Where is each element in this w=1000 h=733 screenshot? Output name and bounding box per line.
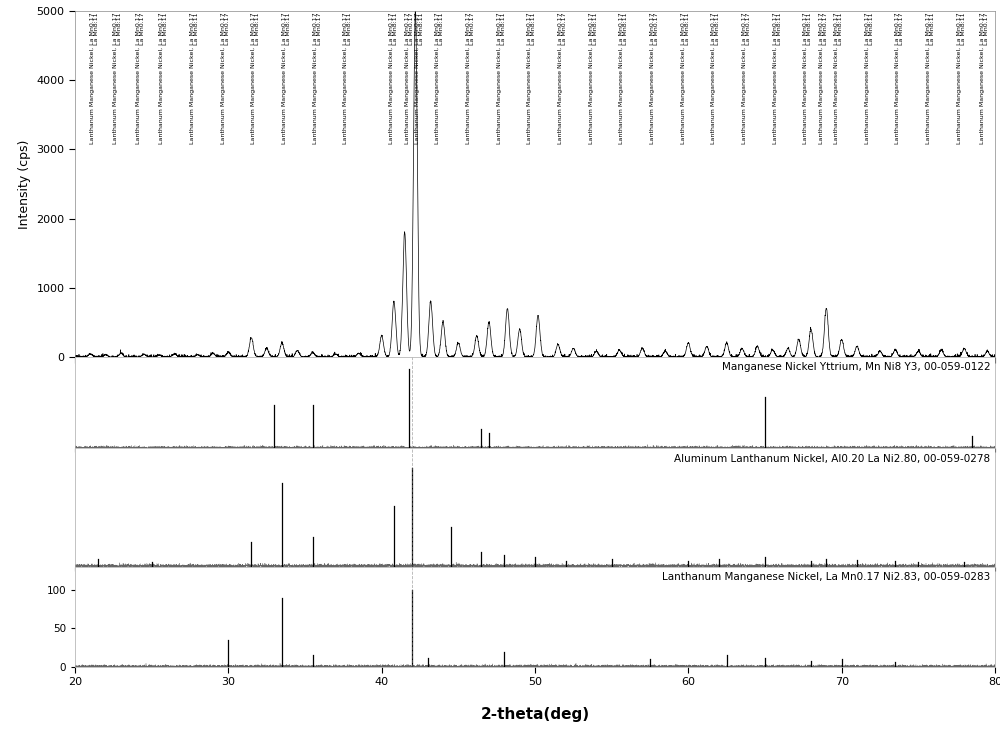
Text: La Mn8:11: La Mn8:11 — [930, 12, 935, 45]
Text: Lanthanum Manganese Nickel, La Mn0.17: Lanthanum Manganese Nickel, La Mn0.17 — [773, 12, 778, 144]
Text: Lanthanum Manganese Nickel, La Mn0.17: Lanthanum Manganese Nickel, La Mn0.17 — [435, 12, 440, 144]
Text: La Mn8:11: La Mn8:11 — [419, 12, 424, 45]
Text: La Mn8:11: La Mn8:11 — [777, 12, 782, 45]
Text: Lanthanum Manganese Nickel, La Mn0.17: Lanthanum Manganese Nickel, La Mn0.17 — [497, 12, 502, 144]
Text: Lanthanum Manganese Nickel, La Mn0.17: Lanthanum Manganese Nickel, La Mn0.17 — [405, 12, 410, 144]
Text: La Mn0.17: La Mn0.17 — [140, 12, 145, 45]
Text: Lanthanum Manganese Nickel, La Mn0.17: Lanthanum Manganese Nickel, La Mn0.17 — [527, 12, 532, 144]
Text: Lanthanum Manganese Nickel, La Mn0.17: Lanthanum Manganese Nickel, La Mn0.17 — [159, 12, 164, 144]
Text: La Mn8:11: La Mn8:11 — [94, 12, 99, 45]
Text: Lanthanum Manganese Nickel, La Mn0.17: Lanthanum Manganese Nickel, La Mn0.17 — [819, 12, 824, 144]
Text: La Mn8:11: La Mn8:11 — [393, 12, 398, 45]
Text: Lanthanum Manganese Nickel, La Mn0.17: Lanthanum Manganese Nickel, La Mn0.17 — [558, 12, 563, 144]
Text: Lanthanum Manganese Nickel, La Mn0.17: Lanthanum Manganese Nickel, La Mn0.17 — [681, 12, 686, 144]
Text: La Mn0.17: La Mn0.17 — [470, 12, 475, 45]
Text: Lanthanum Manganese Nickel, La Mn0.17: Lanthanum Manganese Nickel, La Mn0.17 — [834, 12, 839, 144]
Text: Lanthanum Manganese Nickel, La Mn0.17: Lanthanum Manganese Nickel, La Mn0.17 — [251, 12, 256, 144]
Text: 2-theta(deg): 2-theta(deg) — [480, 707, 590, 722]
Text: La Mn8:11: La Mn8:11 — [623, 12, 628, 45]
Y-axis label: Intensity (cps): Intensity (cps) — [18, 139, 31, 229]
Text: Lanthanum Manganese Nickel, La Mn0.17: Lanthanum Manganese Nickel, La Mn0.17 — [221, 12, 226, 144]
Text: Lanthanum Manganese Nickel, La Mn0.17: Lanthanum Manganese Nickel, La Mn0.17 — [650, 12, 655, 144]
Text: La Mn8:11: La Mn8:11 — [439, 12, 444, 45]
Text: Manganese Nickel Yttrium, Mn Ni8 Y3, 00-059-0122: Manganese Nickel Yttrium, Mn Ni8 Y3, 00-… — [722, 362, 990, 372]
Text: La Mn8:11: La Mn8:11 — [685, 12, 690, 45]
Text: La Mn0.17: La Mn0.17 — [409, 12, 414, 45]
Text: Lanthanum Manganese Nickel, La Mn0.17: Lanthanum Manganese Nickel, La Mn0.17 — [466, 12, 471, 144]
Text: La Mn8:11: La Mn8:11 — [869, 12, 874, 45]
Text: Lanthanum Manganese Nickel, La Mn0.17: Lanthanum Manganese Nickel, La Mn0.17 — [589, 12, 594, 144]
Text: Lanthanum Manganese Nickel, La Mn0.17: Lanthanum Manganese Nickel, La Mn0.17 — [190, 12, 195, 144]
Text: Lanthanum Manganese Nickel, La Mn0.17: Lanthanum Manganese Nickel, La Mn0.17 — [282, 12, 287, 144]
Text: La Mn8:11: La Mn8:11 — [838, 12, 843, 45]
Text: La Mn8:11: La Mn8:11 — [593, 12, 598, 45]
Text: Lanthanum Manganese Nickel, La Mn0.17: Lanthanum Manganese Nickel, La Mn0.17 — [136, 12, 141, 144]
Text: La Mn8:11: La Mn8:11 — [194, 12, 199, 45]
Text: Lanthanum Manganese Nickel, La Mn0.17: Lanthanum Manganese Nickel, La Mn0.17 — [619, 12, 624, 144]
Text: Lanthanum Manganese Nickel, La Mn0.17: Lanthanum Manganese Nickel, La Mn0.17 — [113, 12, 118, 144]
Text: Lanthanum Manganese Nickel, La Mn0.17: Lanthanum Manganese Nickel, La Mn0.17 — [803, 12, 808, 144]
Text: La Mn0.17: La Mn0.17 — [562, 12, 567, 45]
Text: La Mn0.17: La Mn0.17 — [317, 12, 322, 45]
Text: La Mn8:11: La Mn8:11 — [531, 12, 536, 45]
Text: La Mn0.17: La Mn0.17 — [899, 12, 904, 45]
Text: La Mn8:11: La Mn8:11 — [715, 12, 720, 45]
Text: La Mn8:11: La Mn8:11 — [255, 12, 260, 45]
Text: La Mn0.17: La Mn0.17 — [746, 12, 751, 45]
Text: Lanthanum Manganese Nickel, La Mn0.17: Lanthanum Manganese Nickel, La Mn0.17 — [742, 12, 747, 144]
Text: Lanthanum Manganese Nickel, La Mn0.17: Lanthanum Manganese Nickel, La Mn0.17 — [343, 12, 348, 144]
Text: La Mn8:11: La Mn8:11 — [347, 12, 352, 45]
Text: La Mn0.17: La Mn0.17 — [654, 12, 659, 45]
Text: La Mn0.17: La Mn0.17 — [225, 12, 230, 45]
Text: La Mn8:11: La Mn8:11 — [961, 12, 966, 45]
Text: Lanthanum Manganese Nickel, La Mn0.17: Lanthanum Manganese Nickel, La Mn0.17 — [926, 12, 931, 144]
Text: La Mn8:11: La Mn8:11 — [501, 12, 506, 45]
Text: Lanthanum Manganese Nickel, La Mn0.17 Ni2.83, 00-059-0283: Lanthanum Manganese Nickel, La Mn0.17 Ni… — [662, 572, 990, 582]
Text: Lanthanum Manganese Nickel, La Mn0.17: Lanthanum Manganese Nickel, La Mn0.17 — [313, 12, 318, 144]
Text: La Mn0.17: La Mn0.17 — [984, 12, 989, 45]
Text: Lanthanum Manganese Nickel, La Mn0.17: Lanthanum Manganese Nickel, La Mn0.17 — [957, 12, 962, 144]
Text: La Mn8:11: La Mn8:11 — [117, 12, 122, 45]
Text: La Mn8:11: La Mn8:11 — [163, 12, 168, 45]
Text: Aluminum Lanthanum Nickel, Al0.20 La Ni2.80, 00-059-0278: Aluminum Lanthanum Nickel, Al0.20 La Ni2… — [674, 454, 990, 464]
Text: Lanthanum Manganese Nickel, La Mn0.17: Lanthanum Manganese Nickel, La Mn0.17 — [895, 12, 900, 144]
Text: Lanthanum Manganese Nickel, La Mn0.17: Lanthanum Manganese Nickel, La Mn0.17 — [980, 12, 985, 144]
Text: La Mn8:11: La Mn8:11 — [807, 12, 812, 45]
Text: Lanthanum Manganese Nickel, La Mn0.17: Lanthanum Manganese Nickel, La Mn0.17 — [711, 12, 716, 144]
Text: La Mn0.17: La Mn0.17 — [823, 12, 828, 45]
Text: Lanthanum Manganese Nickel, La Mn0.17: Lanthanum Manganese Nickel, La Mn0.17 — [389, 12, 394, 144]
Text: Lanthanum Manganese Nickel, La Mn0.17: Lanthanum Manganese Nickel, La Mn0.17 — [90, 12, 95, 144]
Text: Lanthanum Manganese Nickel, La Mn0.17: Lanthanum Manganese Nickel, La Mn0.17 — [415, 12, 420, 144]
Text: Lanthanum Manganese Nickel, La Mn0.17: Lanthanum Manganese Nickel, La Mn0.17 — [865, 12, 870, 144]
Text: La Mn8:11: La Mn8:11 — [286, 12, 291, 45]
